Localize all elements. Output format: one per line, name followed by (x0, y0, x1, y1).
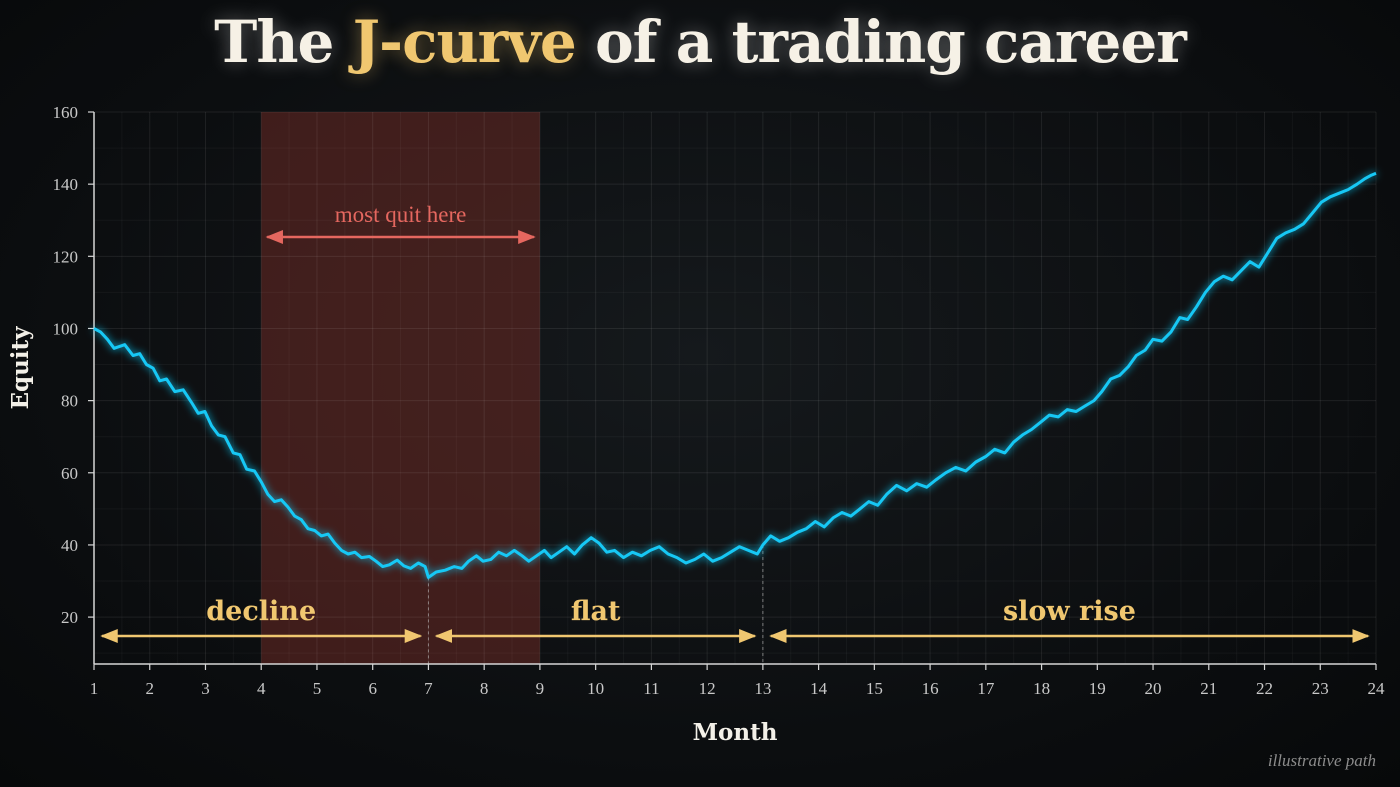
x-tick-labels: 1 2 3 4 5 6 7 8 9 10 11 12 13 14 15 16 17 18 19 20 21 22 23 24 (90, 664, 1385, 698)
x-tick-label: 19 (1089, 679, 1106, 698)
title-highlight: J-curve (352, 8, 577, 76)
x-tick-label: 17 (977, 679, 995, 698)
x-tick-label: 16 (922, 679, 939, 698)
x-tick-label: 1 (90, 679, 99, 698)
x-tick-label: 5 (313, 679, 322, 698)
x-tick-label: 6 (368, 679, 377, 698)
x-tick-label: 13 (754, 679, 771, 698)
x-tick-label: 23 (1312, 679, 1329, 698)
axes (93, 112, 1376, 665)
x-tick-label: 3 (201, 679, 210, 698)
y-tick-label: 140 (53, 175, 79, 194)
y-tick-label: 80 (61, 392, 78, 411)
x-tick-label: 12 (699, 679, 716, 698)
phase-annotations: decline flat slow rise (100, 596, 1370, 643)
phase-boundary-lines (427, 544, 764, 664)
x-tick-label: 9 (536, 679, 545, 698)
x-tick-label: 7 (424, 679, 433, 698)
x-tick-label: 2 (145, 679, 154, 698)
y-tick-label: 40 (61, 536, 78, 555)
y-tick-labels: 20 40 60 80 100 120 140 160 (53, 103, 94, 627)
quit-zone-label: most quit here (335, 202, 467, 227)
y-tick-label: 160 (53, 103, 79, 122)
y-tick-label: 20 (61, 608, 78, 627)
quit-zone-band (261, 112, 540, 664)
x-axis-title: Month (693, 719, 778, 746)
x-tick-label: 10 (587, 679, 604, 698)
illustrative-note: illustrative path (1267, 751, 1376, 770)
x-tick-label: 8 (480, 679, 489, 698)
y-tick-label: 60 (61, 464, 78, 483)
equity-line (93, 171, 1377, 579)
x-tick-label: 22 (1256, 679, 1273, 698)
title-suffix: of a trading career (575, 8, 1187, 76)
x-tick-label: 15 (866, 679, 883, 698)
y-axis-title: Equity (7, 326, 34, 410)
phase-label: flat (571, 596, 621, 627)
phase-label: slow rise (1003, 596, 1136, 627)
x-tick-label: 4 (257, 679, 266, 698)
x-tick-label: 18 (1033, 679, 1050, 698)
phase-label: decline (206, 596, 316, 627)
title-prefix: The (214, 8, 353, 76)
x-tick-label: 14 (810, 679, 828, 698)
x-tick-label: 20 (1145, 679, 1162, 698)
x-tick-label: 11 (643, 679, 659, 698)
x-tick-label: 24 (1368, 679, 1386, 698)
chart-title: The J-curve of a trading career (0, 8, 1400, 76)
y-tick-label: 100 (53, 319, 79, 338)
y-tick-label: 120 (53, 247, 79, 266)
x-tick-label: 21 (1200, 679, 1217, 698)
